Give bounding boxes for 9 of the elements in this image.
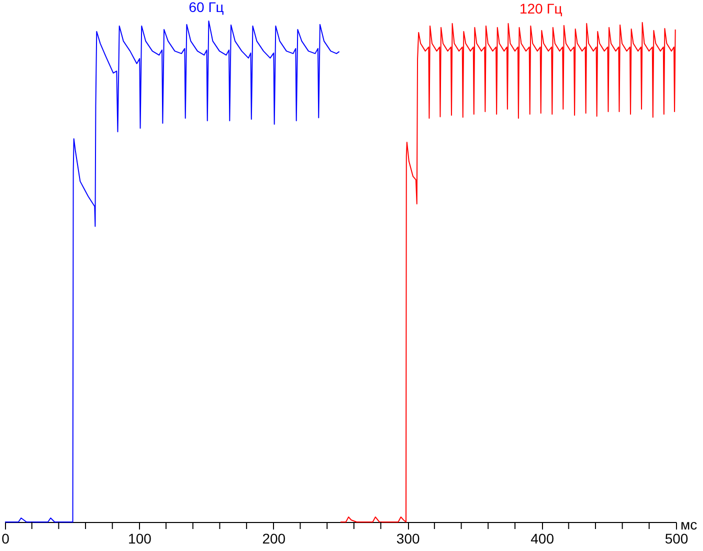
x-tick-label: 100: [128, 530, 152, 546]
x-tick-label: 500: [664, 530, 688, 546]
series-label: 120 Гц: [519, 0, 562, 17]
x-tick-label: 0: [2, 530, 10, 546]
x-tick-label: 300: [396, 530, 420, 546]
series-label: 60 Гц: [188, 0, 224, 15]
x-axis-title: мс: [680, 516, 698, 532]
x-tick-label: 200: [262, 530, 286, 546]
x-tick-label: 400: [530, 530, 554, 546]
